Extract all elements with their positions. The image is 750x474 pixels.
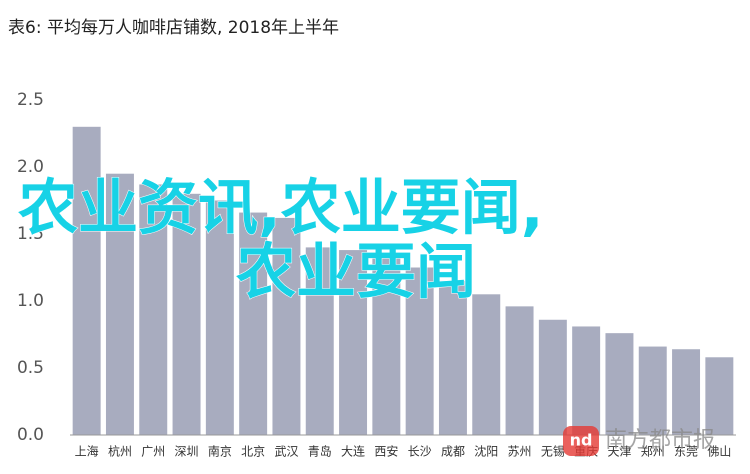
bar	[605, 333, 634, 435]
bar	[139, 184, 168, 435]
y-tick-label: 2.5	[17, 90, 44, 110]
x-tick-label: 无锡	[541, 444, 565, 459]
x-tick-label: 广州	[141, 445, 165, 459]
bar	[405, 267, 434, 435]
y-tick-label: 1.0	[17, 291, 44, 311]
x-tick-label: 苏州	[508, 445, 532, 459]
x-tick-label: 杭州	[108, 444, 132, 459]
bar	[672, 349, 701, 435]
overlay-text: 农业要闻	[236, 238, 476, 308]
x-tick-label: 郑州	[641, 444, 665, 459]
x-tick-label: 武汉	[274, 445, 298, 459]
x-tick-label: 佛山	[707, 445, 731, 459]
x-tick-label: 北京	[241, 445, 265, 459]
x-tick-label: 沈阳	[474, 444, 498, 459]
x-tick-label: 东莞	[674, 445, 698, 459]
bar	[239, 212, 268, 435]
bar	[638, 346, 667, 435]
watermark: 南方都市报	[605, 428, 715, 453]
bar	[105, 173, 134, 435]
y-tick-label: 2.0	[17, 157, 44, 177]
bar	[272, 217, 301, 435]
x-tick-label: 青岛	[308, 444, 332, 459]
bar	[572, 326, 601, 435]
bar	[472, 294, 501, 435]
bar	[505, 306, 534, 435]
bar	[438, 280, 467, 435]
x-tick-label: 长沙	[408, 445, 432, 459]
x-tick-label: 南京	[208, 444, 232, 459]
bar	[339, 250, 368, 435]
x-tick-label: 大连	[341, 444, 365, 459]
bar	[372, 254, 401, 435]
watermark-logo-box	[563, 426, 599, 456]
y-tick-label: 1.5	[17, 224, 44, 244]
watermark-logo: nd	[570, 431, 593, 450]
bar	[72, 126, 101, 436]
x-tick-label: 成都	[441, 445, 465, 459]
y-tick-label: 0.0	[17, 425, 44, 445]
y-tick-label: 0.5	[17, 358, 44, 378]
x-tick-label: 天津	[607, 445, 631, 459]
bar	[205, 200, 234, 435]
x-tick-label: 上海	[75, 444, 99, 459]
bar	[305, 247, 334, 435]
overlay-text: 农业资讯,农业要闻,	[18, 174, 544, 244]
x-tick-label: 西安	[374, 444, 398, 459]
bar	[172, 193, 201, 435]
chart-title: 表6: 平均每万人咖啡店铺数, 2018年上半年	[8, 18, 339, 38]
bar	[538, 319, 567, 435]
bar	[705, 357, 734, 435]
x-tick-label: 深圳	[175, 445, 199, 459]
